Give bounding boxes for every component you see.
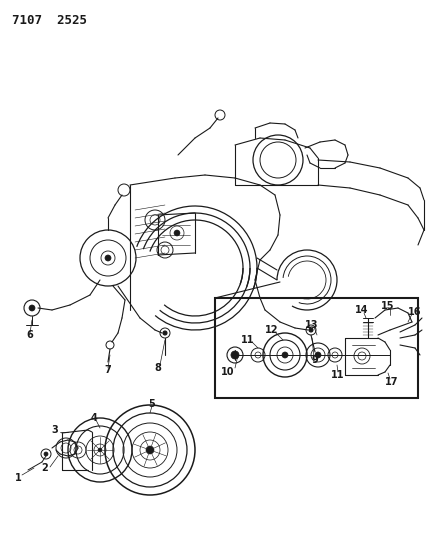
- Circle shape: [309, 328, 313, 332]
- Text: 12: 12: [265, 325, 279, 335]
- Text: 11: 11: [331, 370, 345, 380]
- Text: 10: 10: [221, 367, 235, 377]
- Text: 2: 2: [42, 463, 48, 473]
- Text: 16: 16: [408, 307, 422, 317]
- Text: 6: 6: [27, 330, 33, 340]
- Circle shape: [163, 331, 167, 335]
- Text: 1: 1: [15, 473, 21, 483]
- Circle shape: [231, 351, 239, 359]
- Text: 5: 5: [149, 399, 155, 409]
- Circle shape: [29, 305, 35, 311]
- Text: 13: 13: [305, 320, 319, 330]
- Circle shape: [146, 446, 154, 454]
- Circle shape: [105, 255, 111, 261]
- Text: 11: 11: [241, 335, 255, 345]
- Text: 8: 8: [155, 363, 161, 373]
- Text: 7: 7: [104, 365, 111, 375]
- Bar: [215, 298, 418, 398]
- Text: 17: 17: [385, 377, 399, 387]
- Text: 14: 14: [355, 305, 369, 315]
- Circle shape: [174, 230, 180, 236]
- Circle shape: [44, 452, 48, 456]
- Text: 4: 4: [91, 413, 98, 423]
- Text: 7107  2525: 7107 2525: [12, 14, 87, 27]
- Circle shape: [315, 352, 321, 358]
- Text: 3: 3: [52, 425, 58, 435]
- Text: 9: 9: [312, 355, 318, 365]
- Circle shape: [282, 352, 288, 358]
- Circle shape: [98, 448, 102, 452]
- Text: 15: 15: [381, 301, 395, 311]
